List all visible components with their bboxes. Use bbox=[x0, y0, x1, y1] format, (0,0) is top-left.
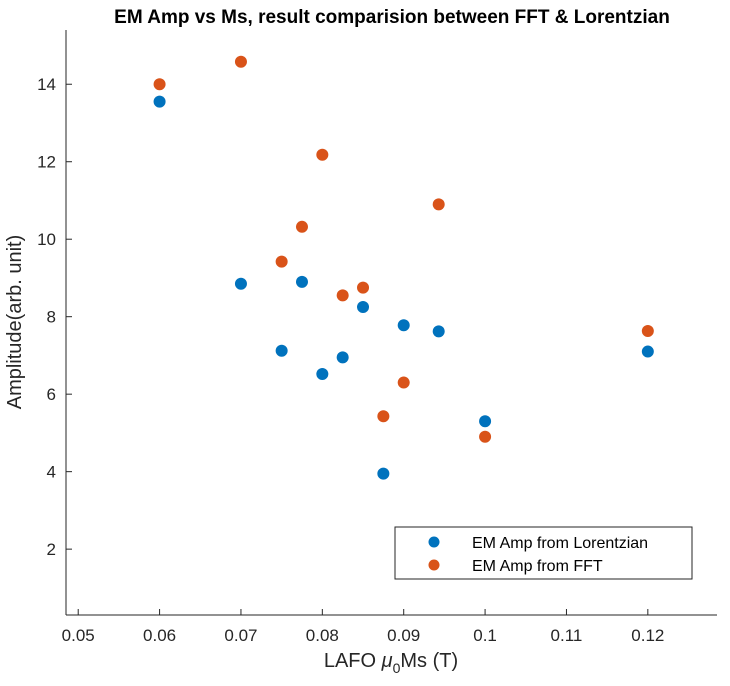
y-tick-label: 10 bbox=[37, 230, 56, 249]
data-point-fft bbox=[275, 255, 288, 268]
x-tick-label: 0.05 bbox=[62, 626, 95, 645]
x-tick-label: 0.1 bbox=[473, 626, 497, 645]
data-point-fft bbox=[316, 148, 329, 161]
data-point-lorentzian bbox=[377, 467, 390, 480]
x-tick-label: 0.08 bbox=[306, 626, 339, 645]
legend: EM Amp from Lorentzian EM Amp from FFT bbox=[394, 526, 693, 580]
data-point-fft bbox=[336, 289, 349, 302]
y-tick-label: 2 bbox=[47, 540, 56, 559]
legend-marker-lorentzian bbox=[428, 536, 440, 548]
x-tick-label: 0.06 bbox=[143, 626, 176, 645]
legend-entry-fft: EM Amp from FFT bbox=[472, 558, 603, 575]
y-axis-label: Amplitude(arb. unit) bbox=[4, 235, 26, 410]
data-point-fft bbox=[295, 220, 308, 233]
data-point-lorentzian bbox=[397, 319, 410, 332]
x-axis-label-suffix: Ms (T) bbox=[400, 650, 458, 672]
x-axis-label: LAFO μ0Ms (T) bbox=[324, 650, 458, 676]
data-point-lorentzian bbox=[357, 301, 370, 314]
y-tick-label: 14 bbox=[37, 75, 56, 94]
plot-axes bbox=[65, 30, 717, 616]
x-ticks: 0.05 0.06 0.07 0.08 0.09 0.1 0.11 0.12 bbox=[62, 609, 664, 645]
y-tick-label: 4 bbox=[47, 463, 56, 482]
data-point-lorentzian bbox=[295, 275, 308, 288]
x-tick-label: 0.12 bbox=[631, 626, 664, 645]
y-ticks: 2 4 6 8 10 12 14 bbox=[37, 75, 72, 559]
data-point-lorentzian bbox=[153, 95, 166, 108]
data-point-fft bbox=[397, 376, 410, 389]
data-point-fft bbox=[234, 55, 247, 68]
data-point-fft bbox=[479, 430, 492, 443]
legend-marker-fft bbox=[428, 559, 440, 571]
data-point-fft bbox=[641, 325, 654, 338]
x-tick-label: 0.11 bbox=[551, 626, 583, 645]
x-tick-label: 0.07 bbox=[224, 626, 257, 645]
legend-entry-lorentzian: EM Amp from Lorentzian bbox=[472, 535, 648, 552]
data-point-lorentzian bbox=[336, 351, 349, 364]
x-axis-label-mu: μ bbox=[381, 650, 393, 672]
data-point-lorentzian bbox=[479, 415, 492, 428]
x-tick-label: 0.09 bbox=[387, 626, 420, 645]
data-point-lorentzian bbox=[275, 344, 288, 357]
chart-title: EM Amp vs Ms, result comparision between… bbox=[114, 7, 670, 28]
y-tick-label: 8 bbox=[47, 308, 56, 327]
data-points bbox=[153, 55, 654, 480]
data-point-fft bbox=[153, 78, 166, 91]
x-axis-label-prefix: LAFO bbox=[324, 650, 382, 672]
data-point-lorentzian bbox=[234, 277, 247, 290]
x-axis-label-subscript: 0 bbox=[393, 660, 401, 676]
data-point-lorentzian bbox=[641, 345, 654, 358]
y-tick-label: 6 bbox=[47, 385, 56, 404]
data-point-lorentzian bbox=[316, 368, 329, 381]
data-point-lorentzian bbox=[432, 325, 445, 338]
y-tick-label: 12 bbox=[37, 153, 56, 172]
data-point-fft bbox=[357, 281, 370, 294]
data-point-fft bbox=[432, 198, 445, 211]
legend-box bbox=[394, 526, 693, 580]
data-point-fft bbox=[377, 410, 390, 423]
